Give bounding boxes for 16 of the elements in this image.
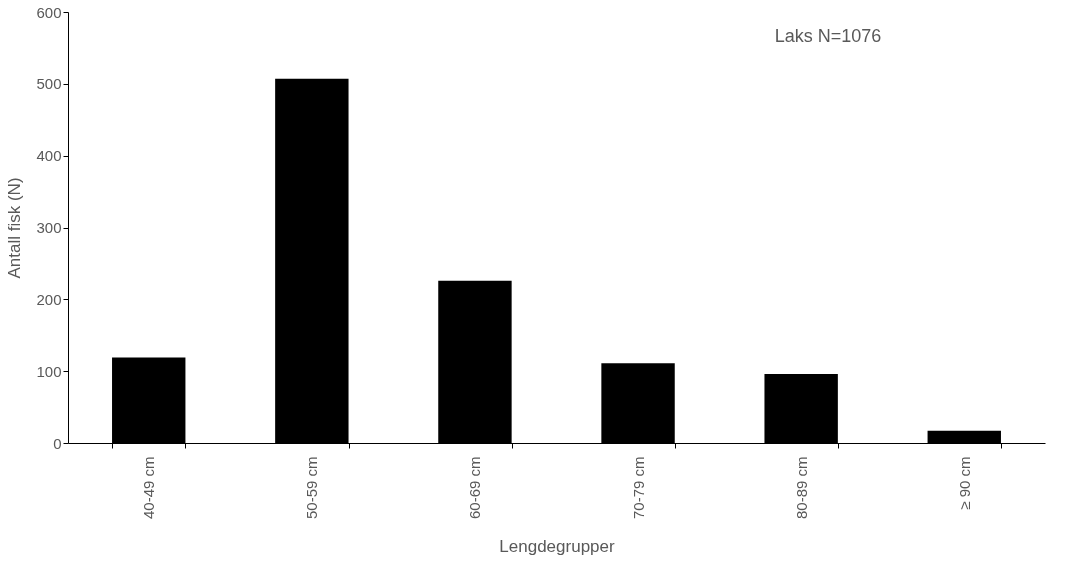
annotation: Laks N=1076 (774, 26, 882, 46)
y-tick-label: 100 (36, 362, 62, 380)
y-tick-label: 500 (36, 75, 62, 93)
y-tick-label: 300 (36, 219, 62, 236)
x-tick-label: 60-69 cm (466, 456, 484, 520)
x-axis-title: Lengdegrupper (499, 537, 615, 557)
y-tick-label: 400 (36, 147, 62, 165)
x-tick-label: 70-79 cm (629, 456, 647, 520)
y-tick-label: 200 (36, 290, 62, 308)
y-axis-title: Antall fisk (N) (5, 177, 25, 279)
x-tick-label: 80-89 cm (792, 456, 810, 520)
y-tick-label: 600 (36, 3, 62, 21)
x-tick-label: 50-59 cm (303, 456, 321, 520)
x-tick-label: ≥ 90 cm (955, 456, 973, 510)
y-tick-label: 0 (53, 434, 62, 452)
x-tick-label: 40-49 cm (140, 456, 158, 520)
